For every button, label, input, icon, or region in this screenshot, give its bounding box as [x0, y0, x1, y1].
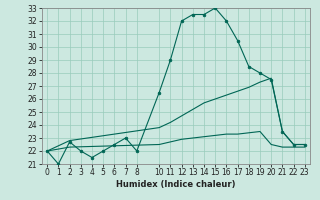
X-axis label: Humidex (Indice chaleur): Humidex (Indice chaleur): [116, 180, 236, 189]
